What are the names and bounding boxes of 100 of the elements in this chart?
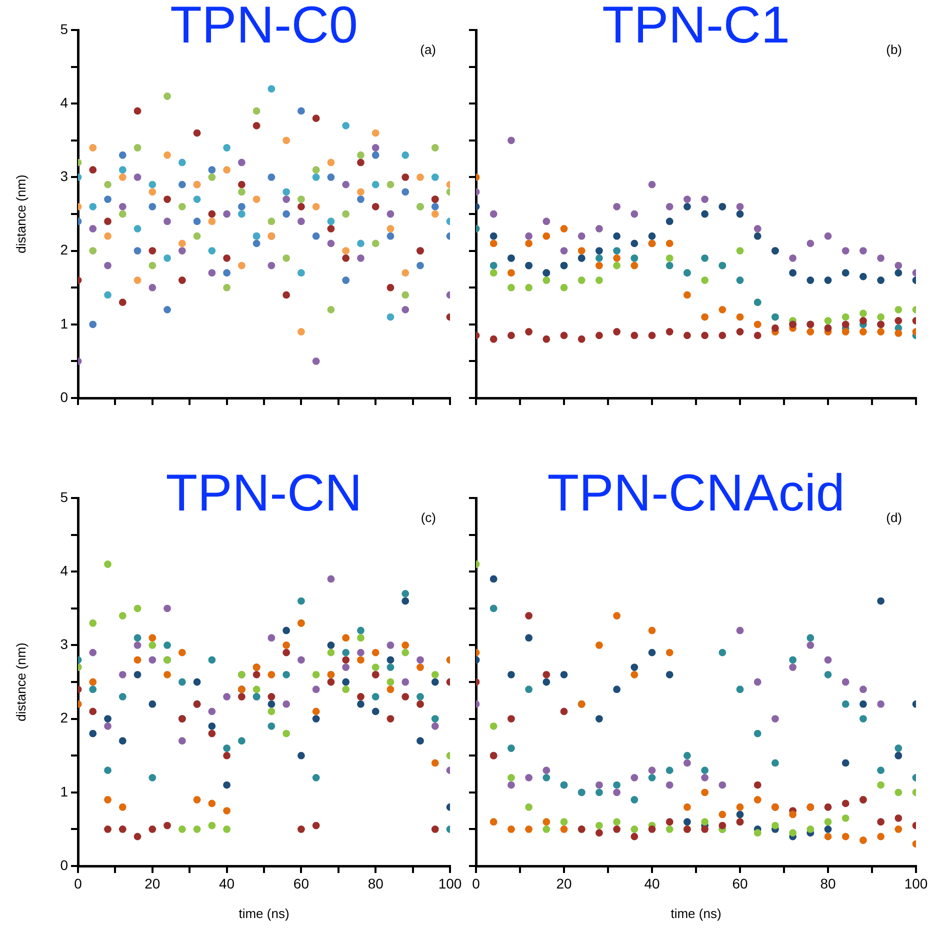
point — [718, 822, 726, 830]
point — [490, 232, 498, 240]
point — [298, 107, 305, 115]
point — [178, 276, 186, 284]
point — [268, 700, 276, 708]
point — [357, 693, 364, 700]
point — [357, 626, 364, 634]
point — [327, 158, 335, 166]
chart-title: TPN-C1 — [602, 0, 790, 54]
point — [282, 730, 290, 738]
point — [252, 122, 260, 130]
point — [208, 822, 216, 830]
point — [342, 122, 350, 130]
point — [386, 232, 394, 240]
point — [89, 225, 97, 232]
point — [824, 232, 832, 240]
point — [238, 158, 246, 166]
point — [193, 796, 201, 804]
point — [118, 151, 126, 159]
point — [666, 202, 674, 210]
point — [490, 210, 498, 218]
point — [164, 92, 171, 100]
point — [431, 722, 439, 730]
point — [134, 225, 142, 232]
point — [416, 693, 424, 700]
point — [578, 276, 586, 284]
point — [508, 744, 515, 752]
point — [613, 328, 620, 336]
point — [252, 107, 260, 115]
point — [148, 656, 156, 664]
point — [630, 664, 638, 671]
point — [684, 759, 691, 767]
point — [298, 218, 305, 226]
point — [327, 306, 335, 314]
point — [596, 254, 603, 262]
point — [118, 670, 126, 678]
point — [701, 332, 708, 340]
point — [282, 188, 290, 196]
point — [648, 826, 656, 833]
point — [164, 196, 171, 203]
point — [431, 210, 439, 218]
point — [525, 774, 532, 782]
point — [386, 664, 394, 671]
point — [860, 247, 867, 254]
point — [134, 604, 142, 612]
point — [754, 225, 762, 232]
point — [268, 174, 276, 181]
point — [134, 642, 142, 649]
point — [312, 358, 320, 365]
point — [666, 262, 674, 270]
point — [298, 752, 305, 760]
point — [178, 158, 186, 166]
point — [208, 174, 216, 181]
y-tick-label: 3 — [60, 636, 68, 652]
point — [860, 310, 867, 318]
y-tick-label: 0 — [60, 856, 68, 873]
point — [648, 332, 656, 340]
x-tick-label: 40 — [219, 875, 235, 892]
point — [104, 262, 112, 270]
point — [312, 670, 320, 678]
point — [342, 678, 350, 686]
point — [118, 826, 126, 833]
point — [789, 829, 796, 837]
point — [178, 826, 186, 833]
point — [312, 708, 320, 716]
point — [193, 129, 201, 137]
point — [754, 781, 762, 789]
point — [208, 800, 216, 808]
point — [736, 626, 744, 634]
point — [342, 664, 350, 671]
x-axis-title: time (ns) — [670, 906, 722, 921]
point — [148, 826, 156, 833]
point — [772, 759, 779, 767]
point — [282, 291, 290, 299]
point — [416, 262, 424, 270]
point — [877, 276, 884, 284]
point — [560, 247, 568, 254]
point — [596, 822, 603, 830]
point — [877, 254, 884, 262]
point — [268, 218, 276, 226]
point — [613, 262, 620, 270]
point — [178, 678, 186, 686]
point — [648, 774, 656, 782]
point — [684, 202, 691, 210]
point — [630, 210, 638, 218]
point — [542, 818, 550, 826]
point — [372, 144, 380, 152]
point — [252, 670, 260, 678]
point — [208, 218, 216, 226]
point — [842, 814, 850, 822]
point — [736, 276, 744, 284]
point — [542, 774, 550, 782]
point — [542, 678, 550, 686]
point — [268, 262, 276, 270]
point — [327, 678, 335, 686]
annotation: (d) — [886, 510, 902, 526]
point — [508, 781, 515, 789]
point — [718, 781, 726, 789]
point — [596, 829, 603, 837]
point — [701, 826, 708, 833]
